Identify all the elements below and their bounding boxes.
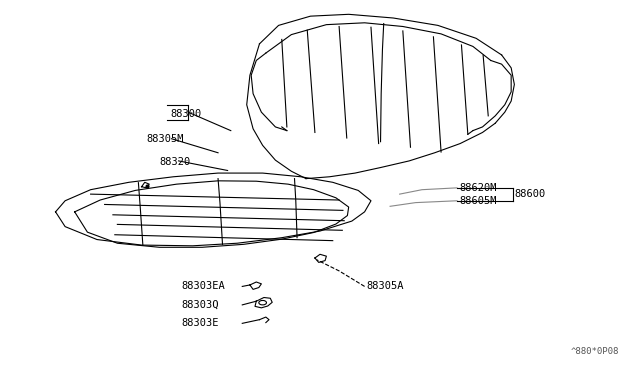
- Text: 88303Q: 88303Q: [181, 300, 219, 310]
- Text: 88303E: 88303E: [181, 318, 219, 328]
- Text: 88605M: 88605M: [459, 196, 497, 206]
- Text: 88305M: 88305M: [147, 134, 184, 144]
- Text: 88300: 88300: [170, 109, 202, 119]
- Text: 88305A: 88305A: [366, 282, 403, 291]
- Text: 88303EA: 88303EA: [181, 282, 225, 291]
- Text: 88320: 88320: [159, 157, 191, 167]
- Text: ^880*0P08: ^880*0P08: [571, 347, 620, 356]
- Text: 88620M: 88620M: [459, 183, 497, 193]
- Text: 88600: 88600: [515, 189, 546, 199]
